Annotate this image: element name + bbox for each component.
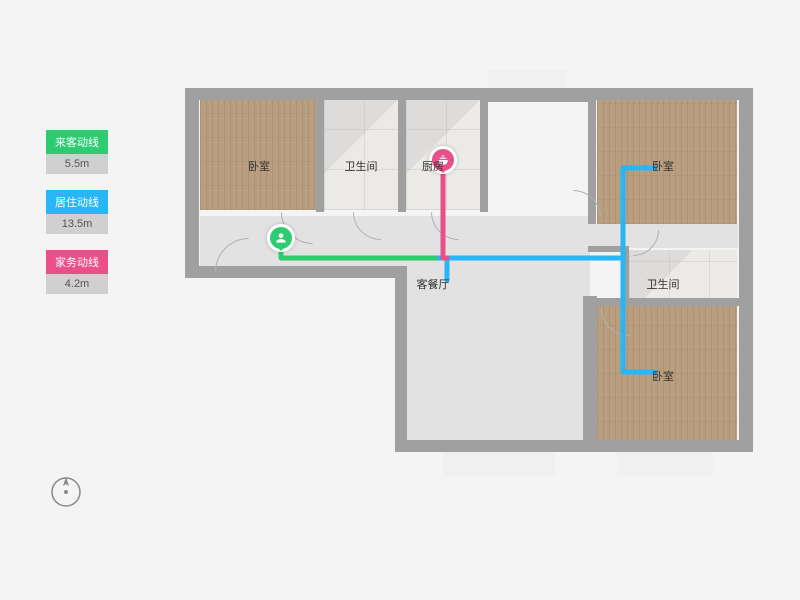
room-hall xyxy=(200,216,590,272)
wall xyxy=(739,88,753,452)
legend-item-chore: 家务动线 4.2m xyxy=(46,250,108,294)
room-label: 卧室 xyxy=(652,368,674,384)
room-label: 客餐厅 xyxy=(417,276,450,292)
room-bedroom-nw xyxy=(200,100,316,210)
legend-item-living: 居住动线 13.5m xyxy=(46,190,108,234)
room-label: 卫生间 xyxy=(647,276,680,292)
wall xyxy=(398,96,406,212)
room-bath-e xyxy=(629,250,737,302)
wall xyxy=(316,96,324,212)
legend-label: 家务动线 xyxy=(46,250,108,274)
room-balcony-s2 xyxy=(617,452,713,476)
room-label: 卧室 xyxy=(248,158,270,174)
wall xyxy=(185,88,199,278)
wall xyxy=(621,246,629,304)
legend-item-guest: 来客动线 5.5m xyxy=(46,130,108,174)
wall xyxy=(583,296,597,452)
room-living xyxy=(406,272,590,446)
legend-value: 13.5m xyxy=(46,214,108,234)
legend-value: 4.2m xyxy=(46,274,108,294)
legend-label: 居住动线 xyxy=(46,190,108,214)
compass-icon xyxy=(48,474,84,510)
room-bath-nw xyxy=(324,100,398,210)
legend: 来客动线 5.5m 居住动线 13.5m 家务动线 4.2m xyxy=(46,130,108,310)
room-label: 卫生间 xyxy=(345,158,378,174)
room-balcony-s1 xyxy=(443,452,555,476)
person-pin-icon xyxy=(267,224,295,252)
wall xyxy=(583,440,753,452)
legend-value: 5.5m xyxy=(46,154,108,174)
wall xyxy=(488,96,592,102)
wall xyxy=(185,88,753,100)
room-label: 卧室 xyxy=(652,158,674,174)
room-corr-e xyxy=(590,224,738,248)
room-balcony-n1 xyxy=(488,70,566,88)
wall xyxy=(395,266,407,452)
wall xyxy=(395,440,595,452)
legend-label: 来客动线 xyxy=(46,130,108,154)
wall xyxy=(480,96,488,212)
wall xyxy=(588,298,744,306)
room-label: 厨房 xyxy=(422,158,444,174)
floorplan: 卧室卫生间厨房客餐厅卧室卫生间卧室 xyxy=(185,88,753,496)
